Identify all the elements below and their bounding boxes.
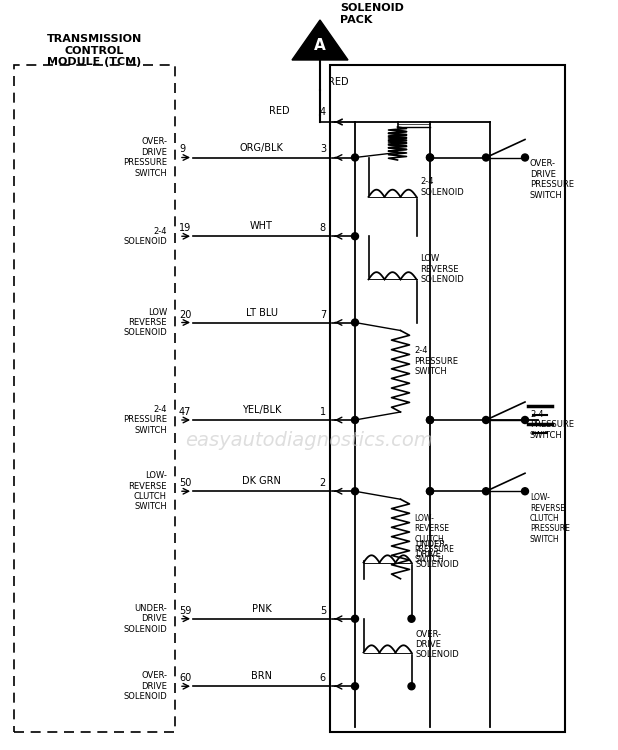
Circle shape	[426, 488, 433, 495]
Circle shape	[352, 416, 358, 424]
Circle shape	[426, 488, 433, 495]
Text: TRANSMISSION
CONTROL
MODULE (TCM): TRANSMISSION CONTROL MODULE (TCM)	[47, 34, 142, 68]
Text: 3: 3	[320, 145, 326, 154]
Text: OVER-
DRIVE
SOLENOID: OVER- DRIVE SOLENOID	[123, 671, 167, 701]
Text: A: A	[314, 38, 326, 52]
Circle shape	[426, 154, 433, 161]
Circle shape	[522, 488, 528, 495]
Circle shape	[352, 682, 358, 690]
Text: UNDER-
DRIVE
SOLENOID: UNDER- DRIVE SOLENOID	[415, 539, 459, 569]
Text: UNDER-
DRIVE
SOLENOID: UNDER- DRIVE SOLENOID	[123, 604, 167, 634]
Text: TRANSMISSION
SOLENOID
PACK: TRANSMISSION SOLENOID PACK	[340, 0, 435, 25]
Text: 5: 5	[320, 606, 326, 616]
Circle shape	[352, 319, 358, 326]
Text: 50: 50	[179, 478, 192, 488]
Polygon shape	[292, 20, 348, 60]
Text: ORG/BLK: ORG/BLK	[240, 142, 284, 152]
Text: 47: 47	[179, 407, 192, 417]
Text: 20: 20	[179, 310, 192, 320]
Circle shape	[426, 416, 433, 424]
Text: DK GRN: DK GRN	[242, 476, 281, 486]
Text: RED: RED	[328, 77, 349, 87]
Circle shape	[352, 615, 358, 622]
Circle shape	[483, 416, 489, 424]
Text: 60: 60	[179, 674, 191, 683]
Text: 6: 6	[320, 674, 326, 683]
Text: 7: 7	[320, 310, 326, 320]
Circle shape	[483, 488, 489, 495]
Text: 8: 8	[320, 224, 326, 233]
Text: LT BLU: LT BLU	[245, 308, 277, 317]
Text: LOW
REVERSE
SOLENOID: LOW REVERSE SOLENOID	[123, 308, 167, 338]
Text: YEL/BLK: YEL/BLK	[242, 405, 281, 415]
Circle shape	[352, 154, 358, 161]
Circle shape	[408, 682, 415, 690]
Text: 2-4
SOLENOID: 2-4 SOLENOID	[123, 226, 167, 246]
Text: LOW-
REVERSE
CLUTCH
PRESSURE
SWITCH: LOW- REVERSE CLUTCH PRESSURE SWITCH	[530, 494, 570, 544]
Circle shape	[352, 488, 358, 495]
Text: RED: RED	[269, 106, 290, 116]
Text: 2-4
PRESSURE
SWITCH: 2-4 PRESSURE SWITCH	[123, 405, 167, 435]
Text: 4: 4	[320, 107, 326, 117]
Text: 19: 19	[179, 224, 191, 233]
Circle shape	[352, 232, 358, 240]
Text: 2-4
PRESSURE
SWITCH: 2-4 PRESSURE SWITCH	[415, 346, 459, 376]
Text: OVER-
DRIVE
SOLENOID: OVER- DRIVE SOLENOID	[415, 629, 459, 659]
Text: LOW-
REVERSE
CLUTCH
PRESSURE
SWITCH: LOW- REVERSE CLUTCH PRESSURE SWITCH	[415, 514, 454, 564]
Circle shape	[483, 154, 489, 161]
Text: LOW-
REVERSE
CLUTCH
SWITCH: LOW- REVERSE CLUTCH SWITCH	[129, 471, 167, 512]
Text: OVER-
DRIVE
PRESSURE
SWITCH: OVER- DRIVE PRESSURE SWITCH	[123, 137, 167, 178]
Text: WHT: WHT	[250, 221, 273, 231]
Text: BRN: BRN	[251, 671, 272, 681]
Circle shape	[522, 416, 528, 424]
Text: 2-4
SOLENOID: 2-4 SOLENOID	[420, 177, 464, 197]
Text: easyautodiagnostics.com: easyautodiagnostics.com	[185, 430, 433, 449]
Text: 1: 1	[320, 407, 326, 417]
Circle shape	[426, 154, 433, 161]
Text: 2-4
PRESSURE
SWITCH: 2-4 PRESSURE SWITCH	[530, 410, 574, 440]
Circle shape	[522, 154, 528, 161]
Text: 2: 2	[320, 478, 326, 488]
Text: 59: 59	[179, 606, 192, 616]
Circle shape	[426, 416, 433, 424]
Circle shape	[408, 615, 415, 622]
Text: PNK: PNK	[252, 604, 271, 613]
Text: LOW
REVERSE
SOLENOID: LOW REVERSE SOLENOID	[420, 254, 464, 284]
Text: OVER-
DRIVE
PRESSURE
SWITCH: OVER- DRIVE PRESSURE SWITCH	[530, 160, 574, 200]
Text: 9: 9	[179, 145, 185, 154]
